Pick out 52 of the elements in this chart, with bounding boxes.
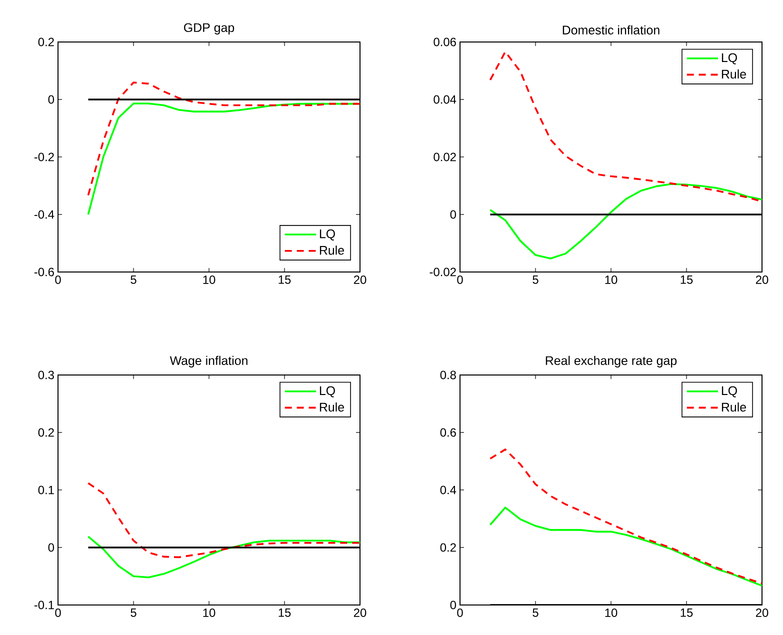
y-tick-label: 0.3 — [38, 370, 54, 380]
legend-label: Rule — [320, 246, 344, 255]
y-tick-label: -0.2 — [34, 152, 54, 162]
x-tick-label: 20 — [756, 608, 768, 617]
x-tick-label: 5 — [532, 276, 538, 284]
legend-label: Rule — [320, 402, 344, 412]
x-tick-label: 20 — [756, 276, 768, 284]
x-tick-label: 20 — [354, 276, 366, 284]
legend-label: LQ — [722, 53, 737, 64]
y-tick-label: -0.1 — [34, 600, 54, 610]
legend-label: LQ — [722, 386, 737, 398]
x-tick-label: 20 — [354, 608, 366, 617]
y-tick-label: 0.2 — [440, 543, 456, 552]
y-tick-label: 0 — [450, 600, 456, 610]
legend-label: Rule — [722, 402, 746, 412]
y-tick-label: 0.8 — [440, 370, 456, 380]
x-tick-label: 15 — [278, 608, 291, 617]
chart-title: Wage inflation — [170, 356, 248, 368]
y-tick-label: -0.02 — [430, 268, 456, 276]
x-tick-label: 0 — [457, 276, 463, 284]
y-tick-label: 0 — [48, 543, 54, 552]
y-tick-label: 0.04 — [434, 95, 456, 104]
x-tick-label: 10 — [203, 608, 216, 617]
chart-title: GDP gap — [184, 23, 234, 34]
y-tick-label: 0.06 — [434, 38, 456, 46]
legend-label: LQ — [320, 386, 335, 398]
y-tick-label: -0.4 — [34, 210, 54, 219]
x-tick-label: 5 — [532, 608, 538, 617]
chart-title: Real exchange rate gap — [546, 356, 677, 368]
y-tick-label: 0.02 — [434, 152, 456, 162]
x-tick-label: 0 — [55, 608, 61, 617]
y-tick-label: 0.2 — [38, 38, 54, 46]
x-tick-label: 0 — [457, 608, 463, 617]
legend-label: Rule — [722, 69, 746, 79]
x-tick-label: 0 — [55, 276, 61, 284]
y-tick-label: 0.6 — [440, 428, 456, 437]
y-tick-label: 0.1 — [38, 486, 54, 494]
x-tick-label: 15 — [680, 276, 693, 284]
x-tick-label: 5 — [130, 608, 136, 617]
x-tick-label: 15 — [680, 608, 693, 617]
legend-label: LQ — [320, 229, 335, 240]
x-tick-label: 10 — [203, 276, 216, 284]
x-tick-label: 10 — [605, 608, 618, 617]
y-tick-label: 0 — [450, 210, 456, 219]
y-tick-label: 0.2 — [38, 428, 54, 437]
chart-title: Domestic inflation — [562, 25, 660, 34]
y-tick-label: -0.6 — [34, 268, 54, 276]
y-tick-label: 0 — [48, 95, 54, 104]
x-tick-label: 15 — [278, 276, 291, 284]
x-tick-label: 5 — [130, 276, 136, 284]
x-tick-label: 10 — [605, 276, 618, 284]
y-tick-label: 0.4 — [440, 486, 456, 494]
